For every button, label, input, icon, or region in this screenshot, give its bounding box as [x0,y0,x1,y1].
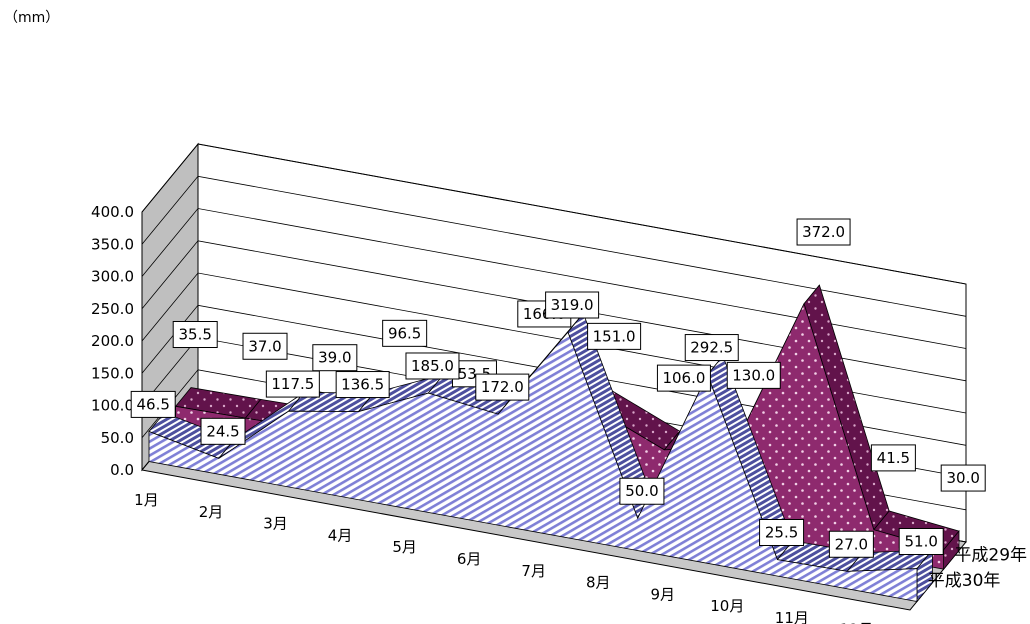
data-label: 96.5 [382,319,428,347]
x-tick-label: 10月 [710,597,744,615]
data-label: 151.0 [587,322,642,350]
data-label: 37.0 [242,332,288,360]
svg-text:117.5: 117.5 [271,375,314,393]
data-label: 319.0 [545,291,600,319]
svg-text:35.5: 35.5 [178,326,211,344]
data-label: 51.0 [898,528,944,556]
data-label: 117.5 [265,370,320,398]
data-label: 25.5 [759,518,805,546]
y-tick-label: 400.0 [91,203,134,221]
x-tick-label: 6月 [457,550,482,568]
x-tick-label: 1月 [134,491,159,509]
x-tick-label: 5月 [392,538,417,556]
y-tick-label: 200.0 [91,332,134,350]
x-tick-label: 9月 [650,585,675,603]
x-axis-ticks: 1月 2月 3月 4月 5月 6月 7月 8月 9月 10月 11月 12月 [134,491,873,624]
unit-label: （mm） [4,10,59,26]
data-label: 46.5 [130,390,176,418]
y-tick-label: 300.0 [91,268,134,286]
y-tick-label: 250.0 [91,300,134,318]
y-tick-label: 100.0 [91,397,134,415]
svg-text:50.0: 50.0 [625,482,658,500]
y-tick-label: 350.0 [91,235,134,253]
series-name-heisei29: 平成29年 [954,545,1027,565]
data-label: 172.0 [475,373,530,401]
data-label: 35.5 [172,321,218,349]
x-tick-label: 4月 [328,526,353,544]
x-tick-label: 3月 [263,515,288,533]
svg-text:292.5: 292.5 [690,339,733,357]
x-tick-label: 8月 [586,574,611,592]
data-label: 185.0 [405,352,460,380]
svg-text:30.0: 30.0 [946,469,979,487]
x-tick-label: 7月 [521,562,546,580]
x-tick-label: 12月 [839,621,873,624]
svg-text:136.5: 136.5 [341,376,384,394]
svg-text:41.5: 41.5 [877,449,910,467]
svg-text:319.0: 319.0 [551,296,594,314]
svg-text:51.0: 51.0 [904,533,937,551]
svg-text:172.0: 172.0 [481,378,524,396]
y-tick-label: 0.0 [110,461,134,479]
data-label: 136.5 [335,371,390,399]
gridline [141,208,967,349]
data-label: 372.0 [796,218,851,246]
gridline [141,175,967,317]
data-label: 27.0 [828,530,874,558]
svg-text:106.0: 106.0 [662,369,705,387]
svg-text:151.0: 151.0 [593,327,636,345]
data-label: 50.0 [619,477,665,505]
data-label: 130.0 [726,361,781,389]
y-tick-label: 150.0 [91,364,134,382]
data-label: 292.5 [684,334,739,362]
data-label: 106.0 [656,364,711,392]
data-label: 30.0 [940,464,986,492]
svg-text:96.5: 96.5 [388,324,421,342]
svg-text:39.0: 39.0 [318,349,351,367]
svg-text:24.5: 24.5 [206,422,239,440]
svg-text:372.0: 372.0 [802,223,845,241]
svg-text:37.0: 37.0 [248,337,281,355]
series-name-heisei30: 平成30年 [928,571,1001,591]
x-tick-label: 2月 [199,503,224,521]
y-tick-label: 50.0 [101,429,134,447]
gridline [141,143,967,285]
data-label: 39.0 [312,344,358,372]
x-tick-label: 11月 [775,609,809,624]
data-label: 24.5 [200,417,246,445]
svg-text:27.0: 27.0 [835,535,868,553]
data-labels-heisei30: 46.5 24.5 117.5 136.5 185.0 172.0 319.0 50.0 292… [130,291,944,558]
svg-text:185.0: 185.0 [411,357,454,375]
svg-text:46.5: 46.5 [136,395,169,413]
y-axis-ticks: 0.0 50.0 100.0 150.0 200.0 250.0 300.0 350.0 400… [91,203,134,479]
svg-text:25.5: 25.5 [765,523,798,541]
data-label: 41.5 [870,444,916,472]
svg-text:130.0: 130.0 [732,366,775,384]
